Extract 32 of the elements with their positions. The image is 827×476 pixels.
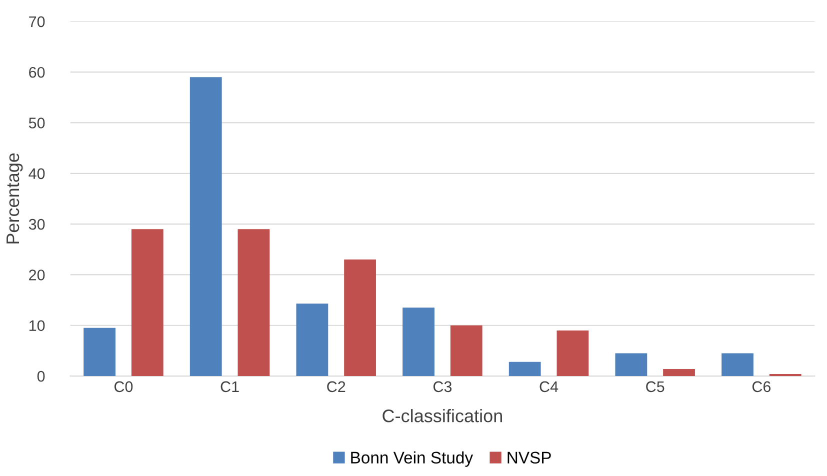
- bar: [131, 229, 164, 376]
- bar: [238, 229, 270, 376]
- bar: [190, 77, 222, 376]
- x-tick-label: C0: [114, 381, 133, 392]
- x-tick-label: C2: [327, 381, 346, 392]
- y-tick-label: 10: [29, 320, 45, 332]
- x-axis-title: C-classification: [382, 409, 502, 422]
- x-tick-label: C6: [752, 381, 771, 392]
- x-tick-label: C1: [220, 381, 239, 392]
- bar: [84, 328, 116, 376]
- y-tick-label: 0: [37, 370, 45, 382]
- legend-label: NVSP: [508, 452, 551, 464]
- bar: [663, 368, 695, 376]
- bar: [402, 308, 434, 376]
- y-tick-label: 20: [29, 270, 45, 280]
- bar: [296, 304, 328, 376]
- y-tick-label: 30: [28, 218, 45, 230]
- y-tick-label: 70: [29, 16, 45, 28]
- y-tick-label: 50: [28, 118, 45, 128]
- y-tick-label: 60: [29, 66, 45, 78]
- bar: [450, 325, 482, 376]
- y-axis-title: Percentage: [6, 153, 23, 244]
- x-tick-label: C3: [433, 381, 452, 392]
- bar: [615, 353, 648, 376]
- bar: [344, 260, 376, 376]
- x-tick-label: C4: [540, 381, 558, 392]
- legend-label: Bonn Vein Study: [351, 451, 474, 467]
- bar: [556, 330, 589, 376]
- y-tick-label: 40: [28, 168, 45, 180]
- bar: [508, 362, 541, 376]
- bar: [722, 353, 754, 376]
- x-tick-label: C5: [646, 381, 664, 392]
